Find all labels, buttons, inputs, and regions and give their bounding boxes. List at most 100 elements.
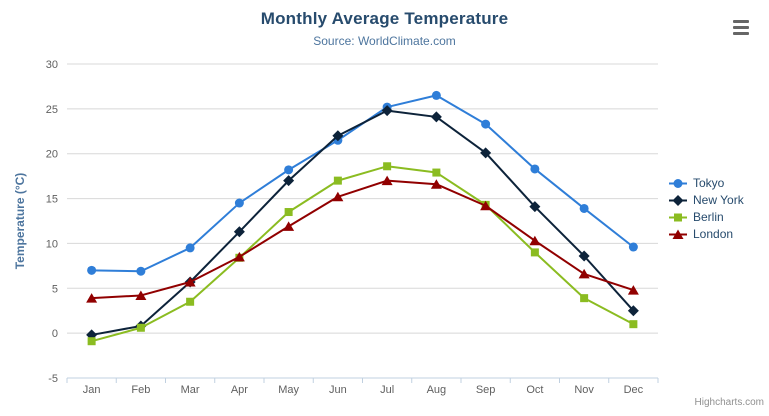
legend-marker-square-icon — [669, 213, 687, 221]
point-tokyo[interactable] — [530, 164, 540, 174]
y-tick-label: -5 — [48, 373, 58, 385]
hamburger-icon — [733, 20, 749, 23]
x-tick-label: Aug — [427, 384, 447, 396]
hamburger-icon — [733, 32, 749, 35]
point-new-york[interactable] — [627, 305, 639, 317]
point-london[interactable] — [135, 290, 147, 300]
x-tick-label: Dec — [624, 384, 644, 396]
x-tick-label: Mar — [181, 384, 200, 396]
legend-symbol-london[interactable] — [672, 229, 684, 239]
series-london[interactable] — [86, 175, 639, 303]
point-tokyo[interactable] — [185, 243, 195, 253]
y-axis-title: Temperature (°C) — [13, 173, 27, 270]
legend-item-label: Berlin — [693, 210, 724, 224]
point-new-york[interactable] — [480, 147, 492, 159]
series-tokyo[interactable] — [87, 90, 638, 276]
legend-marker-triangle-icon — [669, 229, 687, 239]
series-line-berlin[interactable] — [90, 165, 635, 343]
point-london[interactable] — [283, 221, 295, 231]
legend-symbol-new-york[interactable] — [672, 194, 684, 206]
point-london[interactable] — [430, 179, 442, 189]
y-tick-label: 30 — [46, 59, 58, 71]
x-tick-label: Jan — [83, 384, 101, 396]
point-new-york[interactable] — [332, 130, 344, 142]
x-tick-label: Apr — [231, 384, 248, 396]
x-tick-label: Oct — [526, 384, 543, 396]
point-berlin[interactable] — [629, 320, 638, 329]
x-tick-label: Jun — [329, 384, 347, 396]
point-tokyo[interactable] — [87, 265, 97, 275]
chart-title: Monthly Average Temperature — [260, 9, 509, 28]
legend-symbol-berlin[interactable] — [674, 213, 682, 221]
y-tick-label: 15 — [46, 194, 58, 206]
point-tokyo[interactable] — [234, 198, 244, 208]
y-tick-label: 0 — [52, 328, 58, 340]
point-london[interactable] — [627, 285, 639, 295]
point-london[interactable] — [480, 200, 492, 211]
series-line-london[interactable] — [90, 179, 635, 300]
series-line-tokyo[interactable] — [90, 94, 635, 273]
y-tick-label: 5 — [52, 283, 58, 295]
legend-item-label: Tokyo — [693, 176, 725, 190]
point-london[interactable] — [86, 293, 98, 303]
y-axis-labels: -5 0 5 10 15 20 25 30 — [46, 59, 58, 385]
point-berlin[interactable] — [284, 208, 293, 217]
point-tokyo[interactable] — [136, 266, 146, 276]
x-tick-label: Jul — [380, 384, 394, 396]
point-new-york[interactable] — [430, 111, 442, 123]
x-tick-label: Nov — [574, 384, 594, 396]
legend-item-tokyo[interactable]: Tokyo — [668, 176, 744, 190]
legend-item-label: New York — [693, 193, 744, 207]
legend-item-berlin[interactable]: Berlin — [668, 210, 744, 224]
legend-item-london[interactable]: London — [668, 227, 744, 241]
chart-subtitle: Source: WorldClimate.com — [313, 34, 456, 48]
point-berlin[interactable] — [530, 248, 539, 257]
point-berlin[interactable] — [136, 323, 145, 332]
legend-symbol-tokyo[interactable] — [673, 178, 683, 188]
point-tokyo[interactable] — [579, 203, 589, 213]
x-tick-label: Sep — [476, 384, 496, 396]
series-berlin[interactable] — [87, 162, 638, 346]
x-axis — [66, 377, 659, 383]
point-tokyo[interactable] — [628, 242, 638, 252]
y-tick-label: 25 — [46, 104, 58, 116]
point-berlin[interactable] — [186, 297, 195, 306]
y-tick-label: 10 — [46, 238, 58, 250]
point-london[interactable] — [381, 175, 393, 186]
point-new-york[interactable] — [233, 226, 245, 238]
x-tick-label: Feb — [131, 384, 150, 396]
point-new-york[interactable] — [283, 175, 295, 187]
point-tokyo[interactable] — [284, 165, 294, 175]
legend-item-new-york[interactable]: New York — [668, 193, 744, 207]
highcharts-credit[interactable]: Highcharts.com — [694, 397, 764, 408]
legend-item-label: London — [693, 227, 734, 241]
point-berlin[interactable] — [333, 176, 342, 185]
point-berlin[interactable] — [383, 162, 392, 171]
point-new-york[interactable] — [529, 201, 541, 213]
x-axis-labels: Jan Feb Mar Apr May Jun Jul Aug Sep Oct Nov Dec — [83, 384, 644, 396]
point-london[interactable] — [233, 251, 245, 262]
legend-marker-circle-icon — [669, 178, 687, 188]
point-tokyo[interactable] — [481, 119, 491, 129]
point-london[interactable] — [332, 191, 344, 202]
series-line-new-york[interactable] — [90, 109, 635, 336]
point-berlin[interactable] — [580, 294, 589, 303]
point-london[interactable] — [184, 277, 196, 287]
x-tick-label: May — [278, 384, 299, 396]
series-new-york[interactable] — [86, 105, 639, 341]
point-new-york[interactable] — [578, 250, 590, 262]
point-new-york[interactable] — [381, 105, 393, 117]
point-london[interactable] — [529, 235, 541, 246]
gridlines — [67, 63, 658, 379]
chart-context-menu-button[interactable] — [733, 20, 753, 35]
point-tokyo[interactable] — [431, 90, 441, 100]
legend-marker-diamond-icon — [669, 194, 687, 206]
y-tick-label: 20 — [46, 149, 58, 161]
legend: Tokyo New York Berlin London — [668, 176, 744, 241]
hamburger-icon — [733, 26, 749, 29]
point-london[interactable] — [578, 268, 590, 279]
point-berlin[interactable] — [432, 168, 441, 177]
point-berlin[interactable] — [87, 337, 96, 346]
